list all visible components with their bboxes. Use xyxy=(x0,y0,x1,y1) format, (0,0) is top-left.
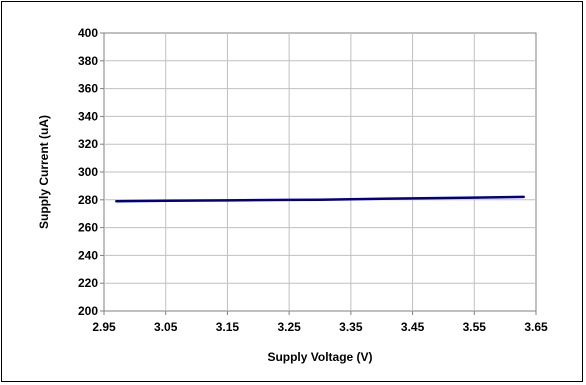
data-point xyxy=(288,199,290,201)
y-tick-label: 380 xyxy=(78,54,98,68)
data-point xyxy=(350,198,352,201)
grid-lines xyxy=(100,32,537,315)
y-tick-label: 400 xyxy=(78,26,98,40)
y-tick-label: 340 xyxy=(78,109,98,123)
x-tick-label: 3.05 xyxy=(154,320,178,334)
data-point xyxy=(319,198,321,201)
data-point xyxy=(473,196,476,199)
y-tick-label: 360 xyxy=(78,82,98,96)
y-tick-label: 240 xyxy=(78,248,98,262)
x-tick-label: 3.35 xyxy=(339,320,363,334)
y-tick-label: 200 xyxy=(78,304,98,318)
x-tick-label: 3.65 xyxy=(524,320,548,334)
y-axis-title: Supply Current (uA) xyxy=(37,115,51,229)
x-tick-labels: 2.95 3.05 3.15 3.25 3.35 3.45 3.55 3.65 xyxy=(92,320,548,334)
data-point xyxy=(522,196,525,198)
y-tick-label: 260 xyxy=(78,221,98,235)
series-group xyxy=(115,195,525,203)
x-axis-title: Supply Voltage (V) xyxy=(267,350,372,364)
x-tick-label: 3.15 xyxy=(216,320,240,334)
data-point xyxy=(115,200,118,202)
data-point xyxy=(226,199,229,202)
x-tick-label: 3.55 xyxy=(463,320,487,334)
data-point xyxy=(411,197,414,200)
x-tick-label: 3.45 xyxy=(401,320,425,334)
data-point xyxy=(164,199,167,202)
y-tick-label: 320 xyxy=(78,137,98,151)
y-tick-labels: 400 380 360 340 320 300 280 260 240 220 200 xyxy=(78,26,98,318)
y-tick-label: 280 xyxy=(78,193,98,207)
x-tick-label: 2.95 xyxy=(92,320,116,334)
y-tick-label: 300 xyxy=(78,165,98,179)
x-tick-label: 3.25 xyxy=(277,320,301,334)
y-tick-label: 220 xyxy=(78,276,98,290)
